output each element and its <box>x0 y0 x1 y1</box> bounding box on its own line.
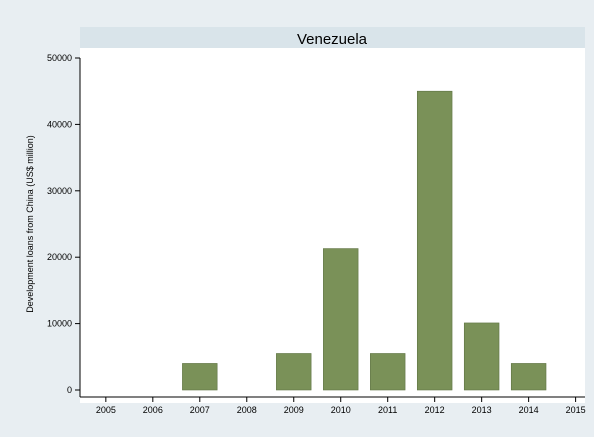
bar-group <box>182 90 547 391</box>
x-tick-label: 2005 <box>96 405 116 415</box>
y-tick-label: 10000 <box>47 319 72 329</box>
bar-2012 <box>416 90 453 391</box>
y-tick-label: 20000 <box>47 252 72 262</box>
y-axis: 0 10000 20000 30000 40000 50000 <box>47 53 81 397</box>
y-axis-label: Development loans from China (US$ millio… <box>25 135 35 313</box>
x-axis: 2005 2006 2007 2008 2009 2010 2011 2012 2013 2014… <box>80 396 586 415</box>
x-tick-label: 2010 <box>331 405 351 415</box>
x-tick-label: 2006 <box>143 405 163 415</box>
chart-title: Venezuela <box>297 31 368 48</box>
bar-2014 <box>510 363 547 391</box>
bar-2013 <box>463 322 500 391</box>
bar-2011 <box>370 353 406 391</box>
bar-2010 <box>323 248 359 391</box>
x-tick-label: 2008 <box>237 405 257 415</box>
y-tick-label: 40000 <box>47 119 72 129</box>
y-tick-label: 30000 <box>47 186 72 196</box>
x-tick-label: 2011 <box>378 405 397 415</box>
title-strip <box>80 27 585 48</box>
x-tick-label: 2015 <box>566 405 586 415</box>
x-tick-label: 2007 <box>190 405 210 415</box>
y-tick-label: 50000 <box>47 53 72 63</box>
x-tick-label: 2012 <box>425 405 445 415</box>
x-tick-label: 2009 <box>284 405 304 415</box>
x-tick-label: 2013 <box>472 405 492 415</box>
y-tick-label: 0 <box>67 385 72 395</box>
bar-2007 <box>182 363 218 391</box>
bar-2009 <box>276 353 312 391</box>
x-tick-label: 2014 <box>519 405 539 415</box>
